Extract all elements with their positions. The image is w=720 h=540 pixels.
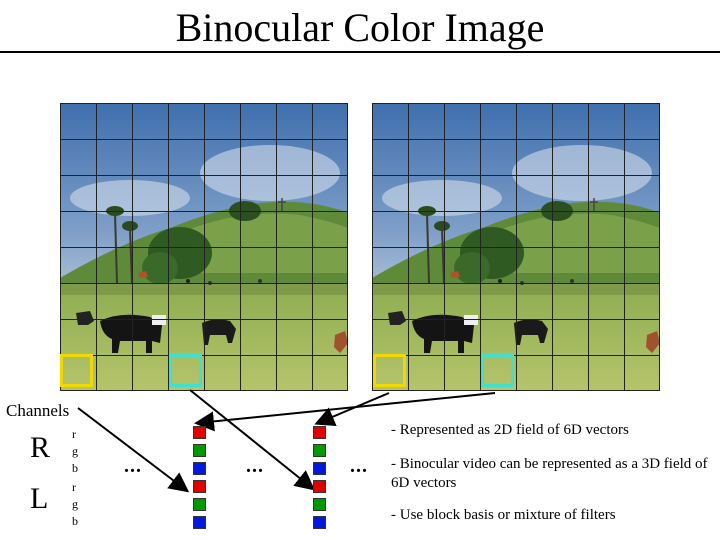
arrow-right-cyan-to-stack1 bbox=[194, 392, 496, 432]
block-grid-right bbox=[372, 103, 660, 391]
left-eye-image bbox=[60, 103, 348, 391]
ellipsis-1: ... bbox=[124, 455, 142, 477]
ellipsis-2: ... bbox=[246, 455, 264, 477]
arrow-right-yellow-to-stack2 bbox=[314, 392, 390, 426]
yellow-block-left bbox=[60, 354, 93, 387]
stack2-g-right bbox=[313, 444, 326, 457]
channel-b-right: b bbox=[72, 461, 78, 475]
stack2-g-left bbox=[313, 498, 326, 511]
eye-letter-right: R bbox=[30, 431, 51, 464]
stack2-b-left bbox=[313, 516, 326, 529]
slide-title: Binocular Color Image bbox=[175, 5, 545, 50]
channel-r-right: r bbox=[72, 427, 76, 441]
block-grid-left bbox=[60, 103, 348, 391]
channel-g-left: g bbox=[72, 497, 78, 511]
channel-b-left: b bbox=[72, 514, 78, 528]
stack1-b-left bbox=[193, 516, 206, 529]
cyan-block-left bbox=[169, 354, 202, 387]
note-binocular-video: - Binocular video can be represented as … bbox=[391, 456, 708, 491]
channel-r-left: r bbox=[72, 480, 76, 494]
stack1-b-right bbox=[193, 462, 206, 475]
arrow-left-block-to-stack bbox=[77, 407, 190, 493]
channel-g-right: g bbox=[72, 444, 78, 458]
eye-letter-left: L bbox=[30, 482, 49, 515]
yellow-block-right bbox=[373, 354, 406, 387]
stack1-r-right bbox=[193, 426, 206, 439]
channels-label: Channels bbox=[6, 401, 70, 420]
note-2d-field: - Represented as 2D field of 6D vectors bbox=[391, 422, 629, 438]
title-underline bbox=[0, 51, 720, 53]
stack1-g-right bbox=[193, 444, 206, 457]
stack1-g-left bbox=[193, 498, 206, 511]
stack2-r-right bbox=[313, 426, 326, 439]
arrow-cyan-block-to-stack2 bbox=[189, 389, 316, 491]
note-block-basis: - Use block basis or mixture of filters bbox=[391, 507, 616, 523]
stack2-b-right bbox=[313, 462, 326, 475]
stack2-r-left bbox=[313, 480, 326, 493]
stack1-r-left bbox=[193, 480, 206, 493]
ellipsis-3: ... bbox=[350, 455, 368, 477]
right-eye-image bbox=[372, 103, 660, 391]
cyan-block-right bbox=[481, 354, 514, 387]
